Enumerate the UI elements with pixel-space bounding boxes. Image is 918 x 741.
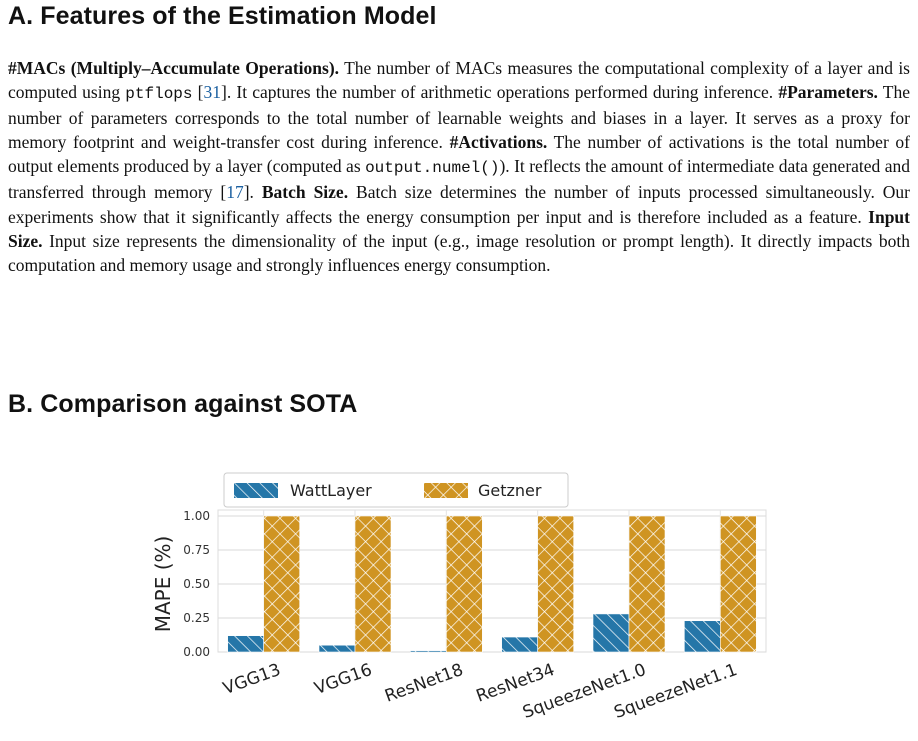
acts-text-2: ). It reflects the amount of intermediat… bbox=[8, 156, 910, 203]
y-axis-title: MAPE (%) bbox=[151, 536, 175, 633]
section-title-features: A. Features of the Estimation Model bbox=[8, 2, 437, 30]
wattlayer-bar bbox=[227, 635, 264, 653]
mape-chart: 0.00 0.25 0.50 0.75 1.00 VGG13 VGG16 ResNet18 Re… bbox=[0, 440, 918, 741]
y-tick-label: 0.25 bbox=[183, 611, 210, 625]
params-text: The number of parameters corresponds to … bbox=[8, 82, 910, 153]
wattlayer-bar bbox=[501, 636, 538, 653]
wattlayer-bar bbox=[592, 613, 630, 653]
legend-label-wattlayer: WattLayer bbox=[290, 481, 372, 500]
y-tick-label: 0.75 bbox=[183, 543, 210, 557]
params-heading: #Parameters. bbox=[778, 82, 878, 103]
ptflops-code: ptflops bbox=[125, 85, 193, 104]
getzner-bar bbox=[354, 515, 392, 653]
wattlayer-bar bbox=[410, 650, 447, 653]
numel-code: output.numel() bbox=[365, 159, 500, 178]
getzner-bar bbox=[720, 515, 757, 653]
citation-31[interactable]: 31 bbox=[203, 82, 222, 103]
macs-cite-open: [ bbox=[192, 82, 204, 103]
getzner-bar bbox=[628, 515, 666, 653]
y-tick-label: 1.00 bbox=[183, 509, 210, 523]
citation-17[interactable]: 17 bbox=[226, 182, 244, 203]
batch-text: Batch size determines the number of inpu… bbox=[8, 182, 911, 227]
macs-text-2: ]. It captures the number of arithmetic … bbox=[221, 82, 779, 103]
wattlayer-bar bbox=[684, 620, 721, 653]
getzner-bar bbox=[446, 515, 483, 653]
input-text: Input size represents the dimensionality… bbox=[8, 230, 910, 275]
x-category-label: VGG13 bbox=[221, 660, 284, 699]
y-tick-label: 0.50 bbox=[183, 577, 210, 591]
acts-text-1: The number of activations is the total n… bbox=[8, 132, 910, 177]
legend-label-getzner: Getzner bbox=[478, 481, 542, 500]
plot-area bbox=[217, 509, 767, 653]
getzner-bar bbox=[263, 515, 300, 653]
features-paragraph: #MACs (Multiply–Accumulate Operations). … bbox=[8, 56, 910, 277]
acts-text-3: ]. bbox=[243, 182, 262, 203]
x-category-label: VGG16 bbox=[312, 660, 375, 699]
activations-heading: #Activations. bbox=[449, 132, 548, 153]
wattlayer-bar bbox=[318, 644, 356, 653]
y-tick-label: 0.00 bbox=[183, 645, 210, 659]
macs-text-1: The number of MACs measures the computat… bbox=[8, 58, 910, 103]
input-size-heading: Input Size. bbox=[8, 206, 910, 251]
macs-heading: #MACs (Multiply–Accumulate Operations). bbox=[8, 58, 340, 78]
getzner-bar bbox=[537, 515, 574, 653]
x-category-label: ResNet18 bbox=[382, 660, 466, 707]
legend-swatch-getzner bbox=[424, 483, 468, 498]
batch-size-heading: Batch Size. bbox=[261, 182, 349, 203]
section-title-comparison: B. Comparison against SOTA bbox=[8, 390, 358, 418]
legend-swatch-wattlayer bbox=[234, 483, 278, 498]
legend-box bbox=[223, 472, 569, 508]
